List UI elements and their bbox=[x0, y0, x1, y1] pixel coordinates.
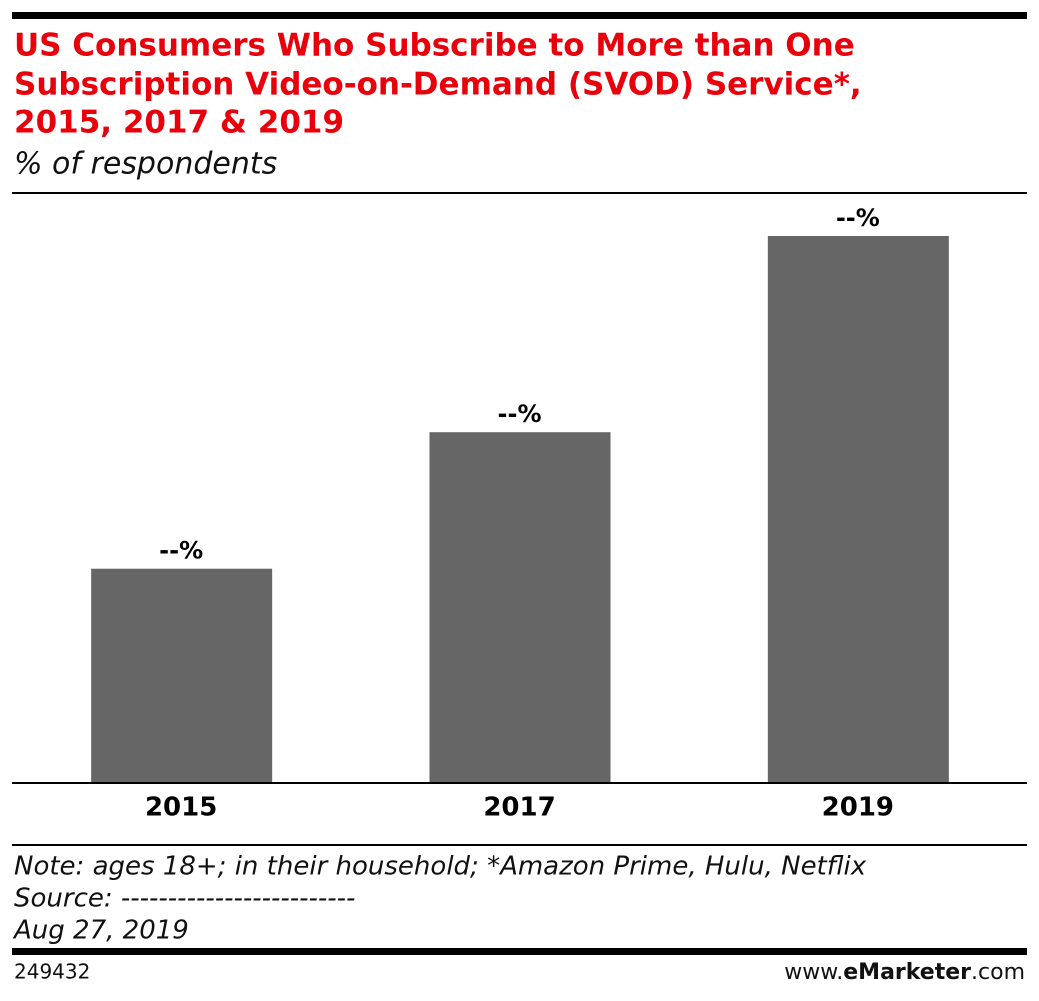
rule bbox=[12, 192, 1027, 194]
baseline bbox=[12, 782, 1027, 784]
bar bbox=[429, 432, 611, 782]
x-tick-label: 2019 bbox=[822, 793, 894, 823]
bottom-rule bbox=[12, 948, 1027, 955]
value-label: --% bbox=[498, 400, 542, 428]
top-rule bbox=[12, 12, 1027, 19]
note: Source: ------------------------- bbox=[14, 884, 355, 914]
note: Note: ages 18+; in their household; *Ama… bbox=[14, 852, 867, 882]
bar bbox=[91, 568, 273, 782]
chart-id: 249432 bbox=[14, 960, 90, 984]
value-label: --% bbox=[159, 537, 203, 565]
chart-title: US Consumers Who Subscribe to More than … bbox=[14, 28, 855, 64]
x-tick-label: 2017 bbox=[483, 793, 555, 823]
brand-suffix: .com bbox=[971, 960, 1025, 985]
brand-name: eMarketer bbox=[843, 960, 971, 985]
chart-title: 2015, 2017 & 2019 bbox=[14, 105, 344, 141]
rule bbox=[12, 844, 1027, 846]
value-label: --% bbox=[836, 204, 880, 232]
brand-prefix: www. bbox=[784, 960, 843, 985]
x-tick-label: 2015 bbox=[145, 793, 217, 823]
chart-title: Subscription Video-on-Demand (SVOD) Serv… bbox=[14, 67, 862, 103]
bar bbox=[767, 236, 949, 782]
note: Aug 27, 2019 bbox=[12, 916, 189, 946]
chart-subtitle: % of respondents bbox=[14, 147, 277, 182]
brand: www.eMarketer.com bbox=[784, 960, 1025, 985]
